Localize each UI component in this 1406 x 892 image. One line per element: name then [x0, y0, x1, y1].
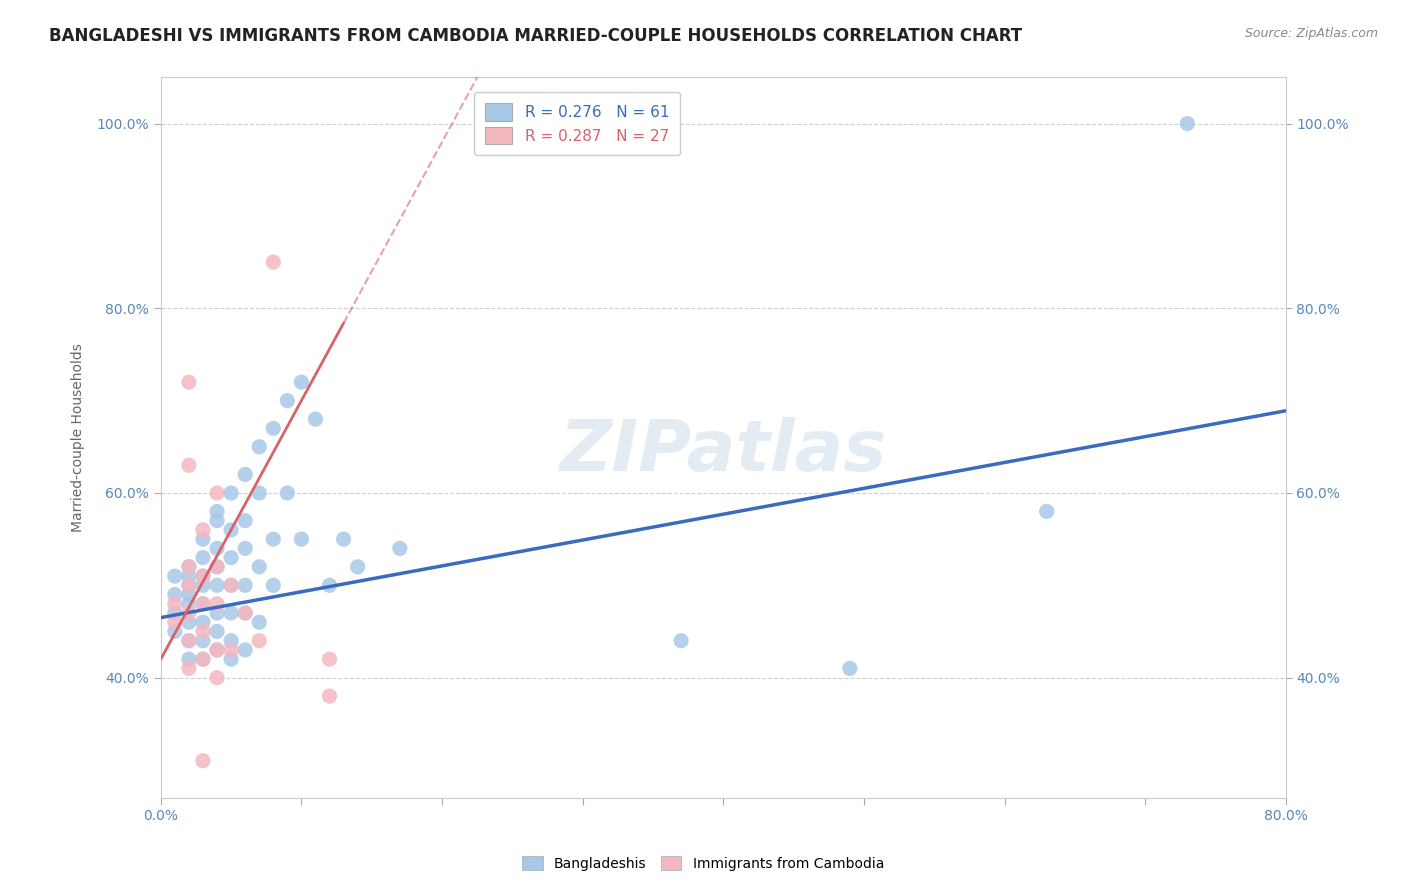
Point [276, 486, 298, 500]
Point [191, 569, 214, 583]
Point [219, 578, 242, 592]
Point [233, 467, 256, 482]
Point [205, 541, 228, 556]
Point [177, 615, 200, 630]
Point [219, 606, 242, 620]
Point [205, 559, 228, 574]
Point [177, 633, 200, 648]
Point [205, 624, 228, 639]
Point [233, 606, 256, 620]
Point [318, 689, 340, 703]
Point [346, 559, 368, 574]
Point [669, 633, 692, 648]
Point [219, 550, 242, 565]
Point [332, 532, 354, 546]
Point [318, 578, 340, 592]
Point [191, 633, 214, 648]
Point [388, 541, 411, 556]
Point [177, 652, 200, 666]
Point [205, 504, 228, 518]
Point [247, 559, 270, 574]
Point [177, 578, 200, 592]
Text: Source: ZipAtlas.com: Source: ZipAtlas.com [1244, 27, 1378, 40]
Point [205, 643, 228, 657]
Point [177, 633, 200, 648]
Point [177, 569, 200, 583]
Point [247, 486, 270, 500]
Point [262, 421, 284, 435]
Point [233, 514, 256, 528]
Point [262, 255, 284, 269]
Point [177, 375, 200, 389]
Point [191, 523, 214, 537]
Point [219, 486, 242, 500]
Point [177, 578, 200, 592]
Point [205, 671, 228, 685]
Point [191, 532, 214, 546]
Point [191, 615, 214, 630]
Legend: R = 0.276   N = 61, R = 0.287   N = 27: R = 0.276 N = 61, R = 0.287 N = 27 [474, 92, 681, 155]
Point [163, 569, 186, 583]
Point [247, 615, 270, 630]
Point [191, 597, 214, 611]
Point [163, 597, 186, 611]
Point [177, 588, 200, 602]
Point [290, 375, 312, 389]
Point [233, 643, 256, 657]
Point [163, 615, 186, 630]
Point [177, 661, 200, 675]
Point [247, 440, 270, 454]
Point [163, 588, 186, 602]
Point [219, 643, 242, 657]
Point [205, 606, 228, 620]
Y-axis label: Married-couple Households: Married-couple Households [72, 343, 86, 532]
Point [205, 578, 228, 592]
Point [838, 661, 860, 675]
Text: BANGLADESHI VS IMMIGRANTS FROM CAMBODIA MARRIED-COUPLE HOUSEHOLDS CORRELATION CH: BANGLADESHI VS IMMIGRANTS FROM CAMBODIA … [49, 27, 1022, 45]
Point [163, 624, 186, 639]
Point [191, 597, 214, 611]
Point [177, 597, 200, 611]
Point [191, 652, 214, 666]
Point [318, 652, 340, 666]
Text: ZIPatlas: ZIPatlas [560, 417, 887, 486]
Point [219, 652, 242, 666]
Point [191, 652, 214, 666]
Point [1175, 117, 1198, 131]
Point [290, 532, 312, 546]
Point [205, 643, 228, 657]
Point [219, 578, 242, 592]
Point [247, 633, 270, 648]
Legend: Bangladeshis, Immigrants from Cambodia: Bangladeshis, Immigrants from Cambodia [516, 850, 890, 876]
Point [177, 559, 200, 574]
Point [191, 624, 214, 639]
Point [262, 578, 284, 592]
Point [191, 578, 214, 592]
Point [219, 523, 242, 537]
Point [233, 606, 256, 620]
Point [205, 486, 228, 500]
Point [205, 559, 228, 574]
Point [233, 541, 256, 556]
Point [205, 514, 228, 528]
Point [191, 550, 214, 565]
Point [205, 597, 228, 611]
Point [219, 633, 242, 648]
Point [233, 578, 256, 592]
Point [304, 412, 326, 426]
Point [191, 569, 214, 583]
Point [1035, 504, 1057, 518]
Point [177, 606, 200, 620]
Point [262, 532, 284, 546]
Point [191, 754, 214, 768]
Point [276, 393, 298, 408]
Point [177, 559, 200, 574]
Point [163, 606, 186, 620]
Point [177, 458, 200, 473]
